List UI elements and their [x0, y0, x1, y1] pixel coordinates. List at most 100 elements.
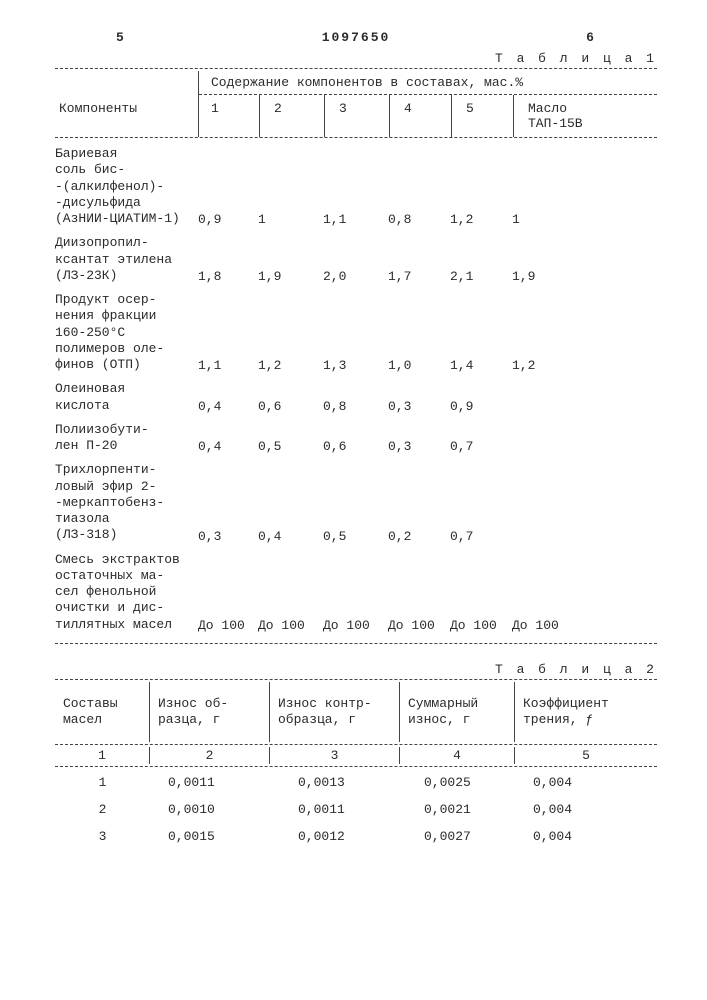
table2-cell: 3 [55, 823, 150, 850]
rule [55, 68, 657, 69]
table1-cell: 0,9 [190, 212, 250, 227]
table1-col-3: 3 [324, 95, 389, 137]
table1-cell: 0,4 [190, 439, 250, 454]
table2-cell: 1 [55, 769, 150, 796]
table2-cell: 0,0010 [150, 796, 270, 823]
table1-cell: 0,4 [250, 529, 315, 544]
table2-caption: Т а б л и ц а 2 [55, 662, 657, 677]
table1-cell: 0,3 [380, 439, 442, 454]
table1-cell: 1,9 [250, 269, 315, 284]
t2-h3: Износ контр- образца, г [270, 682, 400, 743]
table2-cell: 0,0012 [270, 823, 400, 850]
rule [55, 643, 657, 644]
table1-cell: 0,2 [380, 529, 442, 544]
table2-cell: 2 [55, 796, 150, 823]
table2-cell: 0,0011 [270, 796, 400, 823]
page-num-right: 6 [586, 30, 596, 45]
table1-body: Бариевая соль бис- -(алкилфенол)- -дисул… [55, 146, 657, 633]
table1-cell: До 100 [442, 618, 504, 633]
table1-cell: До 100 [250, 618, 315, 633]
table2-cell: 0,0027 [400, 823, 515, 850]
table1-cell: До 100 [504, 618, 657, 633]
table1-cell: 1,2 [250, 358, 315, 373]
table1-cell: 0,7 [442, 439, 504, 454]
table1-cell: 0,3 [190, 529, 250, 544]
table1-column-headers: 1 2 3 4 5 Масло ТАП-15В [199, 95, 657, 137]
table1-row-label: Полиизобути- лен П-20 [55, 422, 190, 455]
document-number: 1097650 [322, 30, 391, 45]
table1-row: Продукт осер- нения фракции 160-250°С по… [55, 292, 657, 373]
table1-row: Диизопропил- ксантат этилена (ЛЗ-23К)1,8… [55, 235, 657, 284]
t2-n5: 5 [515, 747, 657, 764]
table1-cell: 1,2 [442, 212, 504, 227]
table1-cell: 0,7 [442, 529, 504, 544]
table1-cell: 0,4 [190, 399, 250, 414]
table1-cell: 0,3 [380, 399, 442, 414]
t2-h4: Суммарный износ, г [400, 682, 515, 743]
rule [55, 766, 657, 767]
table1-cell: 0,9 [442, 399, 504, 414]
table1-col-2: 2 [259, 95, 324, 137]
table1-cell: 1,3 [315, 358, 380, 373]
t2-h5: Коэффициент трения, ƒ [515, 682, 657, 743]
page-num-left: 5 [116, 30, 126, 45]
table1-col-1: 1 [199, 95, 259, 137]
table1-row: Бариевая соль бис- -(алкилфенол)- -дисул… [55, 146, 657, 227]
table2-cell: 0,004 [515, 796, 657, 823]
table1-cell: До 100 [190, 618, 250, 633]
table1-cell: 1,9 [504, 269, 657, 284]
table2-cell: 0,0011 [150, 769, 270, 796]
table1-header-components: Компоненты [59, 87, 194, 129]
table2-header: Составы масел Износ об- разца, г Износ к… [55, 682, 657, 743]
table1-row-label: Диизопропил- ксантат этилена (ЛЗ-23К) [55, 235, 190, 284]
t2-n1: 1 [55, 747, 150, 764]
table1-col-5: 5 [451, 95, 513, 137]
rule [55, 744, 657, 745]
table2-cell: 0,004 [515, 823, 657, 850]
table1-row: Полиизобути- лен П-200,40,50,60,30,7 [55, 422, 657, 455]
table1-cell: 1,0 [380, 358, 442, 373]
table1-row: Трихлорпенти- ловый эфир 2- -меркаптобен… [55, 462, 657, 543]
table1-cell: 0,8 [315, 399, 380, 414]
table1-cell: 1,8 [190, 269, 250, 284]
table2-body: 10,00110,00130,00250,00420,00100,00110,0… [55, 769, 657, 850]
table1-row: Олеиновая кислота0,40,60,80,30,9 [55, 381, 657, 414]
table1-cell: 0,5 [315, 529, 380, 544]
table1-cell: 1 [250, 212, 315, 227]
table2-cell: 0,0021 [400, 796, 515, 823]
table1-cell: 1,2 [504, 358, 657, 373]
table1-cell: 1 [504, 212, 657, 227]
table1-row-label: Продукт осер- нения фракции 160-250°С по… [55, 292, 190, 373]
t2-h1: Составы масел [55, 682, 150, 743]
t2-h2: Износ об- разца, г [150, 682, 270, 743]
table1-row-label: Бариевая соль бис- -(алкилфенол)- -дисул… [55, 146, 190, 227]
table1-cell: 2,1 [442, 269, 504, 284]
table2-cell: 0,0015 [150, 823, 270, 850]
t2-n3: 3 [270, 747, 400, 764]
table1-cell: 2,0 [315, 269, 380, 284]
table1-cell: 0,6 [250, 399, 315, 414]
table1-cell: 1,7 [380, 269, 442, 284]
table1-cell: 1,1 [315, 212, 380, 227]
table2-row: 30,00150,00120,00270,004 [55, 823, 657, 850]
table1-cell: 1,1 [190, 358, 250, 373]
table1-cell: 0,6 [315, 439, 380, 454]
table2-numrow: 1 2 3 4 5 [55, 747, 657, 764]
table1-header-group: Содержание компонентов в составах, мас.% [199, 71, 657, 95]
table2-row: 10,00110,00130,00250,004 [55, 769, 657, 796]
table1-cell: До 100 [315, 618, 380, 633]
rule [55, 679, 657, 680]
patent-page: 5 1097650 6 Т а б л и ц а 1 Компоненты С… [0, 0, 707, 1000]
table1-cell: 1,4 [442, 358, 504, 373]
table1-cell: До 100 [380, 618, 442, 633]
table1-col-6: Масло ТАП-15В [513, 95, 657, 137]
table2-cell: 0,0013 [270, 769, 400, 796]
table2-row: 20,00100,00110,00210,004 [55, 796, 657, 823]
table1-cell: 0,5 [250, 439, 315, 454]
table1-header: Компоненты Содержание компонентов в сост… [55, 71, 657, 138]
table2: Т а б л и ц а 2 Составы масел Износ об- … [55, 662, 657, 851]
page-numbers: 5 1097650 6 [116, 30, 596, 45]
table1-row: Смесь экстрактов остаточных ма- сел фено… [55, 552, 657, 633]
table1-row-label: Олеиновая кислота [55, 381, 190, 414]
t2-n2: 2 [150, 747, 270, 764]
